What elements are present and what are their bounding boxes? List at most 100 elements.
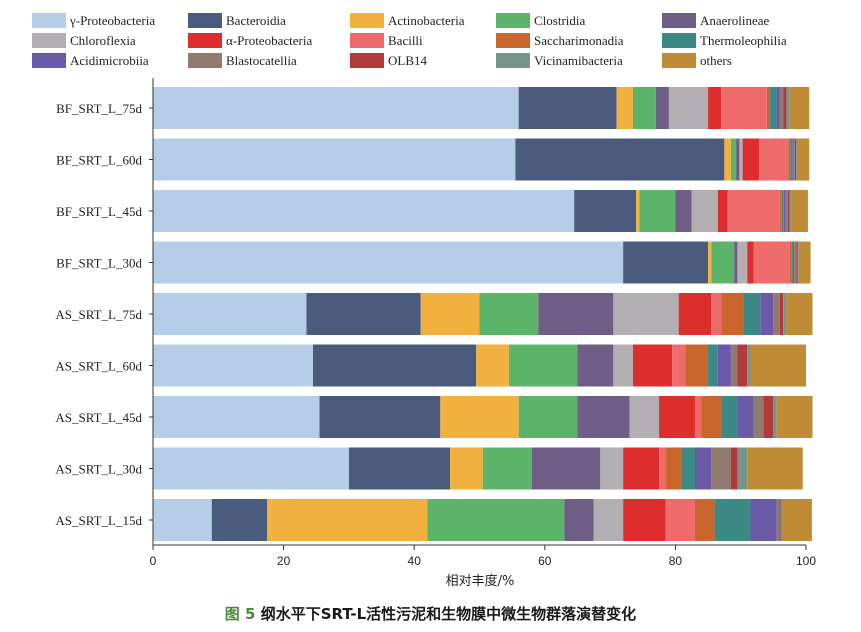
bar-segment (659, 396, 695, 438)
legend-swatch (350, 53, 384, 68)
bars (153, 87, 813, 541)
x-axis-title: 相对丰度/% (446, 573, 515, 589)
legend-label: Bacteroidia (226, 13, 286, 28)
bar-segment (789, 241, 792, 284)
bar-segment (211, 499, 268, 541)
legend-swatch (32, 13, 66, 28)
bar-segment (742, 138, 759, 181)
bar-segment (717, 190, 728, 232)
bar-segment (737, 396, 754, 438)
bar-segment (153, 138, 516, 181)
bar-segment (786, 293, 813, 335)
bar-segment (153, 447, 349, 490)
bar-segment (420, 293, 480, 335)
bar-segment (701, 396, 722, 438)
bar-segment (724, 138, 731, 181)
legend-label: others (700, 53, 732, 68)
bar-segment (758, 138, 789, 181)
legend-label: Anaerolineae (700, 13, 770, 28)
x-tick-label: 20 (277, 554, 291, 568)
bar-segment (770, 87, 777, 129)
x-tick-label: 40 (408, 554, 422, 568)
figure-caption: 图 5 纲水平下SRT-L活性污泥和生物膜中微生物群落演替变化 (0, 603, 861, 624)
bar-segment (711, 447, 731, 490)
bar-segment (636, 190, 640, 232)
bar-segment (780, 499, 783, 541)
bar-segment (779, 499, 781, 541)
legend-swatch (188, 13, 222, 28)
category-label: AS_SRT_L_60d (55, 359, 142, 374)
x-tick-label: 0 (150, 554, 157, 568)
bar-segment (779, 293, 784, 335)
bar-segment (518, 396, 578, 438)
bar-segment (794, 138, 797, 181)
bar-segment (779, 87, 784, 129)
bar-segment (675, 190, 692, 232)
legend-swatch (496, 53, 530, 68)
bar-segment (737, 344, 748, 387)
bar-segment (786, 87, 790, 129)
caption-text: 纲水平下SRT-L活性污泥和生物膜中微生物群落演替变化 (255, 605, 637, 623)
bar-segment (776, 396, 813, 438)
legend-label: Acidimicrobiia (70, 53, 149, 68)
legend-swatch (32, 33, 66, 48)
bar-segment (153, 293, 307, 335)
bar-segment (593, 499, 624, 541)
bar-segment (691, 190, 718, 232)
bar-segment (306, 293, 421, 335)
x-tick-label: 80 (669, 554, 683, 568)
bar-segment (785, 190, 788, 232)
bar-segment (793, 138, 795, 181)
bar-segment (564, 499, 594, 541)
figure-number: 图 5 (224, 605, 256, 623)
bar-segment (783, 87, 787, 129)
legend-swatch (662, 33, 696, 48)
legend-swatch (350, 33, 384, 48)
bar-segment (711, 293, 722, 335)
bar-segment (616, 87, 633, 129)
bar-segment (776, 499, 780, 541)
bar-segment (267, 499, 428, 541)
bar-segment (685, 344, 709, 387)
bar-segment (763, 396, 774, 438)
legend-swatch (350, 13, 384, 28)
x-tick-label: 60 (538, 554, 552, 568)
bar-segment (790, 138, 793, 181)
category-label: BF_SRT_L_30d (56, 256, 142, 271)
bar-segment (600, 447, 624, 490)
bar-segment (531, 447, 601, 490)
legend-swatch (32, 53, 66, 68)
category-label: BF_SRT_L_45d (56, 204, 142, 219)
bar-segment (665, 447, 682, 490)
category-label: AS_SRT_L_45d (55, 410, 142, 425)
legend-label: Blastocatellia (226, 53, 297, 68)
bar-segment (538, 293, 614, 335)
bar-segment (788, 138, 791, 181)
category-label: AS_SRT_L_15d (55, 513, 142, 528)
bar-segment (789, 190, 792, 232)
bar-segment (782, 499, 812, 541)
bar-segment (789, 87, 810, 129)
bar-segment (721, 293, 744, 335)
bar-segment (613, 344, 633, 387)
bar-segment (750, 344, 806, 387)
legend-label: Vicinamibacteria (534, 53, 623, 68)
bar-segment (577, 396, 630, 438)
bar-segment (791, 190, 808, 232)
bar-segment (747, 447, 803, 490)
bar-segment (681, 447, 695, 490)
bar-segment (153, 190, 575, 232)
legend-swatch (496, 13, 530, 28)
bar-segment (348, 447, 451, 490)
bar-segment (153, 241, 624, 284)
bar-segment (734, 241, 738, 284)
bar-segment (577, 344, 614, 387)
legend-label: α-Proteobacteria (226, 33, 312, 48)
bar-segment (450, 447, 483, 490)
bar-segment (427, 499, 565, 541)
bar-segment (655, 87, 669, 129)
bar-segment (753, 396, 764, 438)
bar-segment (721, 396, 738, 438)
bar-segment (739, 138, 743, 181)
bar-segment (639, 190, 676, 232)
